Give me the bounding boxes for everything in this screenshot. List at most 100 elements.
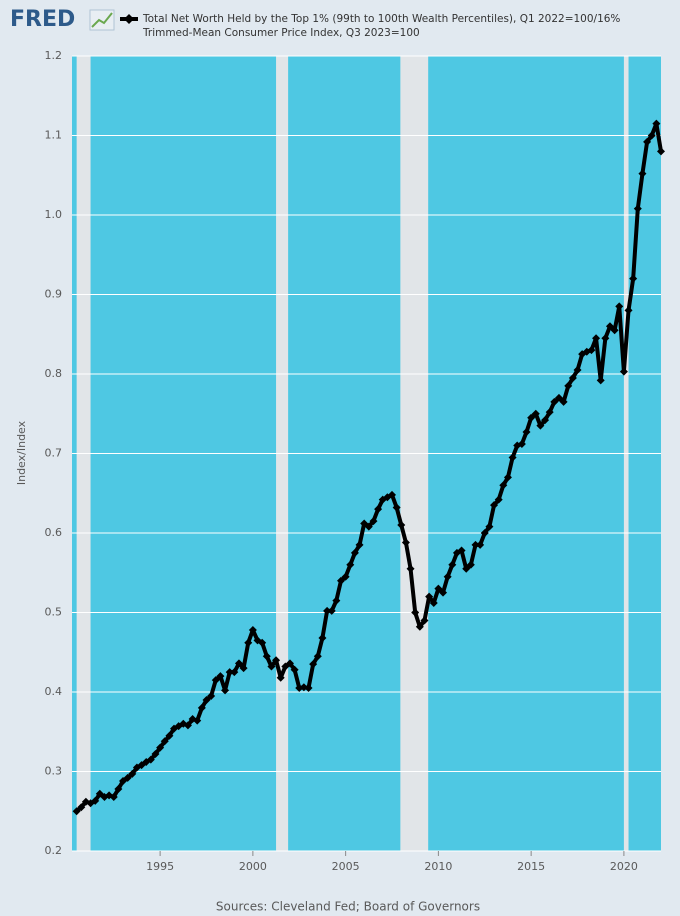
point-marker [624, 306, 633, 315]
y-tick-label: 0.9 [45, 288, 63, 301]
point-marker [610, 326, 619, 335]
point-marker [109, 792, 118, 801]
point-marker [554, 393, 563, 402]
logo: FRED [10, 7, 75, 32]
point-marker [216, 672, 225, 681]
point-marker [285, 659, 294, 668]
legend-label: Total Net Worth Held by the Top 1% (99th… [143, 13, 621, 39]
point-marker [605, 322, 614, 331]
point-marker [619, 367, 628, 376]
point-marker [77, 803, 86, 812]
point-marker [327, 606, 336, 615]
point-marker [364, 522, 373, 531]
point-marker [503, 473, 512, 482]
point-marker [633, 204, 642, 213]
point-marker [439, 588, 448, 597]
point-marker [341, 572, 350, 581]
point-marker [559, 397, 568, 406]
point-marker [476, 540, 485, 549]
point-marker [490, 501, 499, 510]
point-marker [239, 664, 248, 673]
point-marker [494, 495, 503, 504]
point-marker [267, 662, 276, 671]
point-marker [350, 548, 359, 557]
point-marker [550, 397, 559, 406]
logo-line [91, 12, 113, 28]
y-tick-label: 0.7 [45, 447, 63, 460]
point-marker [485, 522, 494, 531]
point-marker [657, 147, 665, 156]
point-marker [323, 606, 332, 615]
point-marker [123, 773, 132, 782]
point-marker [568, 373, 577, 382]
point-marker [420, 616, 429, 625]
point-marker [587, 346, 596, 355]
x-tick-label: 2005 [332, 860, 360, 873]
point-marker [596, 376, 605, 385]
point-marker [531, 409, 540, 418]
point-marker [193, 716, 202, 725]
point-marker [309, 660, 318, 669]
legend-marker [124, 14, 134, 24]
point-marker [114, 784, 123, 793]
point-marker [211, 676, 220, 685]
point-marker [318, 633, 327, 642]
y-tick-label: 1.2 [45, 49, 63, 62]
point-marker [221, 686, 230, 695]
point-marker [643, 137, 652, 146]
point-marker [457, 546, 466, 555]
y-tick-label: 0.8 [45, 367, 63, 380]
point-marker [225, 668, 234, 677]
x-tick-label: 2010 [424, 860, 452, 873]
point-marker [230, 668, 239, 677]
point-marker [517, 439, 526, 448]
y-tick-label: 0.3 [45, 765, 63, 778]
point-marker [527, 413, 536, 422]
point-marker [443, 572, 452, 581]
point-marker [647, 131, 656, 140]
point-marker [522, 428, 531, 437]
point-marker [545, 408, 554, 417]
point-marker [629, 274, 638, 283]
y-tick-label: 0.4 [45, 685, 63, 698]
y-tick-label: 0.2 [45, 844, 63, 857]
point-marker [615, 302, 624, 311]
point-marker [91, 796, 100, 805]
source: Sources: Cleveland Fed; Board of Governo… [216, 900, 480, 914]
point-marker [448, 560, 457, 569]
point-marker [207, 691, 216, 700]
point-marker [234, 659, 243, 668]
point-marker [276, 673, 285, 682]
point-marker [388, 490, 397, 499]
point-marker [374, 505, 383, 514]
x-tick-label: 2000 [239, 860, 267, 873]
point-marker [406, 564, 415, 573]
point-marker [72, 807, 81, 816]
point-marker [601, 334, 610, 343]
point-marker [146, 755, 155, 764]
point-marker [197, 703, 206, 712]
y-axis-label: Index/Index [15, 420, 28, 485]
point-marker [128, 769, 137, 778]
y-tick-label: 1.1 [45, 129, 63, 142]
point-marker [471, 540, 480, 549]
point-marker [401, 538, 410, 547]
point-marker [244, 638, 253, 647]
point-marker [355, 540, 364, 549]
point-marker [652, 119, 661, 128]
point-marker [592, 334, 601, 343]
point-marker [165, 731, 174, 740]
point-marker [508, 453, 517, 462]
point-marker [258, 638, 267, 647]
point-marker [151, 750, 160, 759]
y-tick-label: 0.6 [45, 526, 63, 539]
point-marker [248, 625, 257, 634]
point-marker [425, 592, 434, 601]
y-tick-label: 1.0 [45, 208, 63, 221]
point-marker [332, 596, 341, 605]
point-marker [466, 560, 475, 569]
x-tick-label: 2015 [517, 860, 545, 873]
x-tick-label: 1995 [146, 860, 174, 873]
